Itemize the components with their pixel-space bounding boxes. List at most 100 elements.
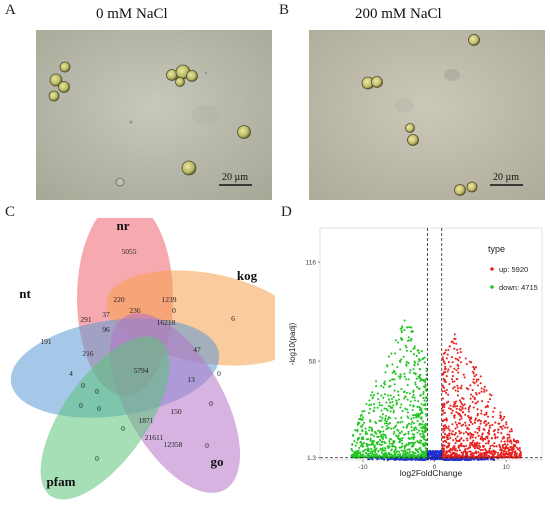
point-down	[406, 339, 410, 342]
point-down	[399, 437, 402, 440]
point-up	[441, 397, 445, 400]
point-up	[467, 433, 470, 436]
point-up	[456, 453, 459, 456]
point-up	[443, 390, 446, 393]
venn-set-labels: nr kog nt go pfam	[19, 218, 257, 489]
point-down	[361, 423, 364, 426]
point-down	[354, 429, 357, 432]
point-up	[468, 418, 471, 422]
point-up	[485, 389, 488, 392]
point-up	[493, 452, 496, 455]
scale-bar-a: 20 µm	[219, 172, 252, 186]
point-down	[362, 421, 366, 424]
point-down	[414, 383, 417, 386]
point-up	[458, 356, 461, 359]
legend-up-marker	[490, 267, 494, 271]
plot-background	[319, 227, 543, 461]
point-down	[400, 449, 403, 452]
point-up	[460, 402, 464, 406]
point-down	[367, 454, 370, 457]
point-down	[388, 437, 392, 440]
point-up	[473, 367, 476, 370]
point-down	[419, 433, 422, 436]
point-down	[409, 437, 412, 440]
point-down	[396, 428, 399, 431]
point-down	[400, 403, 403, 406]
point-up	[445, 391, 448, 394]
point-down	[381, 447, 384, 450]
point-down	[402, 454, 405, 457]
point-down	[403, 375, 406, 378]
point-up	[453, 445, 456, 448]
point-up	[517, 448, 520, 451]
point-up	[484, 424, 487, 427]
point-down	[422, 385, 426, 388]
venn-count: 12358	[164, 440, 183, 449]
point-up	[456, 363, 459, 366]
point-up	[441, 385, 444, 388]
point-down	[412, 414, 415, 417]
point-down	[423, 361, 426, 364]
point-up	[487, 440, 490, 443]
venn-count: 6	[231, 314, 235, 323]
point-down	[359, 441, 362, 444]
point-down	[414, 455, 417, 458]
point-up	[467, 414, 470, 418]
point-up	[453, 414, 456, 417]
point-up	[441, 358, 445, 361]
point-up	[489, 452, 492, 455]
point-up	[451, 375, 454, 378]
point-up	[515, 441, 518, 444]
point-not-significant	[437, 450, 440, 453]
point-down	[380, 384, 383, 387]
point-up	[443, 403, 446, 406]
venn-count: 96	[102, 325, 110, 334]
point-down	[400, 439, 403, 442]
point-up	[474, 445, 477, 448]
point-down	[387, 416, 390, 419]
point-up	[508, 430, 511, 433]
point-up	[473, 396, 476, 399]
point-not-significant	[428, 454, 431, 457]
point-up	[448, 432, 451, 435]
point-up	[464, 452, 467, 455]
venn-count: 47	[193, 345, 201, 354]
point-down	[371, 450, 374, 453]
y-tick-label: 1.3	[307, 455, 316, 462]
point-down	[389, 385, 392, 388]
point-down	[378, 443, 381, 446]
point-up	[455, 377, 458, 381]
point-up	[464, 430, 468, 434]
point-up	[486, 415, 490, 418]
point-up	[476, 446, 479, 449]
point-down	[359, 444, 362, 447]
point-down	[422, 443, 425, 446]
y-tick-label: 58	[309, 358, 317, 365]
venn-count: 236	[129, 306, 141, 315]
point-down	[397, 375, 400, 378]
point-down	[364, 432, 367, 435]
point-up	[499, 411, 502, 414]
legend-title: type	[488, 244, 505, 254]
point-up	[505, 446, 508, 449]
point-down	[379, 448, 382, 451]
point-up	[445, 452, 448, 455]
point-down	[367, 447, 370, 450]
point-up	[479, 382, 482, 385]
point-down	[388, 456, 391, 459]
point-up	[506, 433, 509, 436]
point-down	[393, 449, 397, 452]
point-up	[503, 450, 506, 453]
point-not-significant	[433, 454, 436, 457]
venn-count: 0	[217, 369, 221, 378]
point-not-significant	[436, 455, 439, 458]
point-down	[421, 420, 425, 423]
point-down	[398, 432, 401, 435]
point-down	[408, 325, 411, 329]
point-not-significant	[451, 458, 455, 461]
point-down	[420, 448, 423, 452]
point-down	[403, 395, 407, 398]
point-down	[379, 430, 382, 433]
svg-text:20 µm: 20 µm	[222, 172, 248, 183]
point-up	[476, 400, 479, 403]
